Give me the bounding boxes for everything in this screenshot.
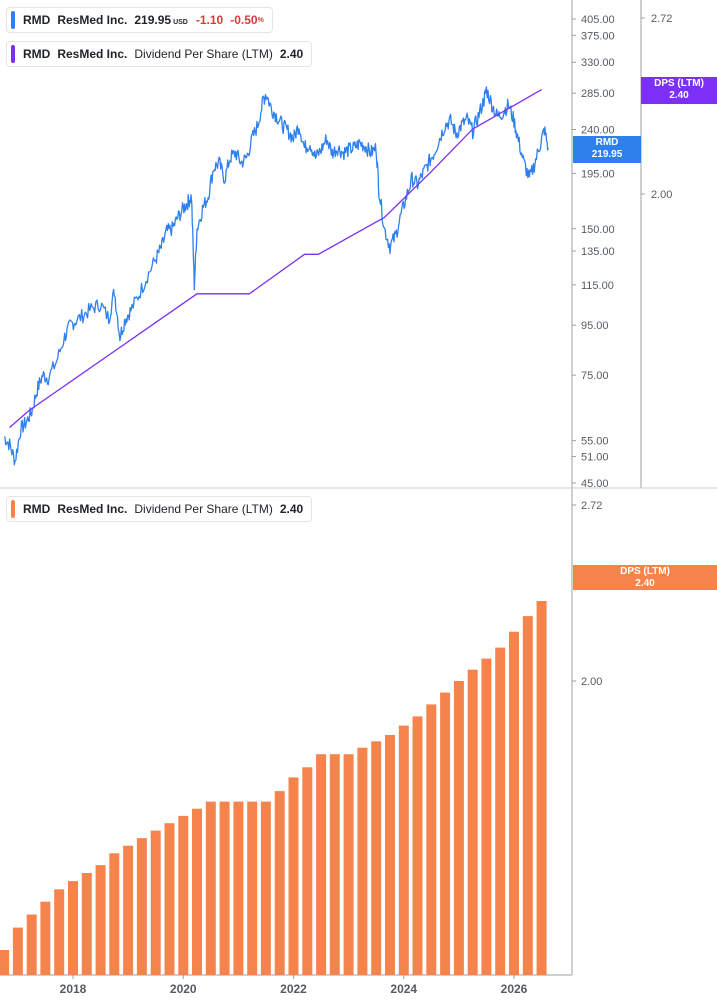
legend-dps-top-name: ResMed Inc. (57, 47, 128, 61)
price-tick-label: 285.00 (581, 88, 615, 100)
axis-labels: 405.00 375.00 330.00 285.00 240.00 195.00 150.… (60, 13, 673, 996)
dps-top-tag: DPS (LTM) 2.40 (641, 77, 717, 104)
price-tick-label: 330.00 (581, 57, 615, 69)
price-tag: RMD 219.95 (573, 136, 641, 163)
legend-price-pct-sign: % (257, 16, 264, 24)
dps-bar (495, 647, 506, 975)
legend-dps-top-ticker: RMD (23, 47, 51, 61)
price-tick-label: 195.00 (581, 168, 615, 180)
dps-bar (68, 881, 78, 975)
dps-bar (40, 901, 51, 975)
dps-top-tag-value: 2.40 (669, 90, 689, 101)
price-tick-label: 375.00 (581, 30, 615, 42)
dps-bar (26, 914, 37, 975)
legend-price-change: -1.10 (195, 13, 224, 27)
x-tick-label: 2024 (390, 982, 417, 996)
dps-bar (178, 815, 189, 975)
price-series-line (4, 86, 549, 466)
price-tick-label: 75.00 (581, 370, 609, 382)
legend-dps-top-value: 2.40 (279, 47, 304, 61)
dps-bar (398, 725, 409, 975)
price-tick-label: 115.00 (581, 280, 614, 292)
dps-bottom-tag: DPS (LTM) 2.40 (573, 565, 717, 590)
price-tick-label: 150.00 (581, 224, 615, 236)
legend-dps-bottom-swatch (11, 500, 15, 518)
dps-bottom-tick-label: 2.00 (581, 676, 602, 688)
dps-bar (136, 838, 147, 975)
dps-top-tick-label: 2.00 (651, 189, 672, 201)
dps-bar (0, 950, 10, 975)
dps-bar (288, 777, 299, 975)
legend-price-currency: USD (173, 18, 188, 26)
dps-bar (164, 823, 175, 975)
dps-bottom-tag-label: DPS (LTM) (620, 566, 670, 577)
dps-bar (12, 927, 23, 975)
dps-bar (150, 830, 161, 975)
legend-price[interactable]: RMD ResMed Inc. 219.95 USD -1.10 -0.50% (6, 7, 273, 33)
dps-bar (302, 767, 313, 975)
dps-bar (123, 845, 134, 975)
dps-bar (54, 889, 65, 975)
dps-bar (95, 865, 106, 975)
dps-bar (205, 801, 216, 975)
price-tick-label: 55.00 (581, 436, 609, 448)
legend-dps-top-swatch (11, 45, 15, 63)
dps-bar (385, 735, 395, 975)
dps-bar (522, 616, 533, 975)
dps-bar (219, 801, 230, 975)
price-tick-label: 45.00 (581, 478, 609, 490)
dps-bar (247, 801, 258, 975)
dps-bar (509, 631, 519, 975)
x-tick-label: 2018 (60, 982, 87, 996)
legend-dps-bottom-ticker: RMD (23, 502, 51, 516)
dps-bar (536, 601, 547, 975)
dps-top-tick-label: 2.72 (651, 13, 672, 25)
dps-bar (343, 754, 354, 975)
dps-bar (467, 669, 478, 975)
dps-bar (453, 681, 464, 975)
legend-price-swatch (11, 11, 15, 29)
legend-price-value: 219.95 (134, 13, 172, 27)
dps-bottom-tag-value: 2.40 (635, 578, 655, 589)
x-tick-label: 2026 (501, 982, 528, 996)
dps-bar (440, 692, 451, 975)
dps-bar (426, 704, 437, 975)
dps-bar (412, 716, 423, 975)
price-tag-value: 219.95 (591, 149, 623, 160)
legend-price-name: ResMed Inc. (57, 13, 128, 27)
price-lines (4, 86, 549, 466)
price-tag-label: RMD (595, 137, 619, 148)
legend-price-ticker: RMD (23, 13, 51, 27)
dps-bar (274, 791, 285, 975)
dps-top-tag-label: DPS (LTM) (654, 78, 704, 89)
legend-dps-bottom-metric: Dividend Per Share (LTM) (134, 502, 273, 516)
dps-bar (192, 808, 202, 975)
dps-bar (371, 741, 382, 975)
dps-bar (481, 658, 492, 975)
legend-dps-top-metric: Dividend Per Share (LTM) (134, 47, 273, 61)
dps-bars (0, 601, 547, 975)
legend-dps-bottom-name: ResMed Inc. (57, 502, 128, 516)
legend-price-change-pct: -0.50 (230, 13, 258, 27)
dps-series-line (9, 89, 542, 428)
dps-bar (109, 853, 120, 975)
dps-bar (260, 801, 271, 975)
dps-bottom-tick-label: 2.72 (581, 500, 602, 512)
x-tick-label: 2020 (170, 982, 197, 996)
dps-bar (357, 747, 368, 975)
x-tick-label: 2022 (280, 982, 307, 996)
dps-bar (329, 754, 340, 975)
legend-dps-top[interactable]: RMD ResMed Inc. Dividend Per Share (LTM)… (6, 41, 313, 67)
price-tick-label: 405.00 (581, 14, 615, 26)
dps-bar (233, 801, 244, 975)
legend-dps-bottom-value: 2.40 (279, 502, 304, 516)
price-tick-label: 240.00 (581, 124, 615, 136)
dps-bar (316, 754, 327, 975)
price-tick-label: 51.00 (581, 452, 609, 464)
dps-bar (81, 873, 92, 975)
price-tick-label: 95.00 (581, 320, 609, 332)
price-tick-label: 135.00 (581, 246, 615, 258)
legend-dps-bottom[interactable]: RMD ResMed Inc. Dividend Per Share (LTM)… (6, 496, 313, 522)
